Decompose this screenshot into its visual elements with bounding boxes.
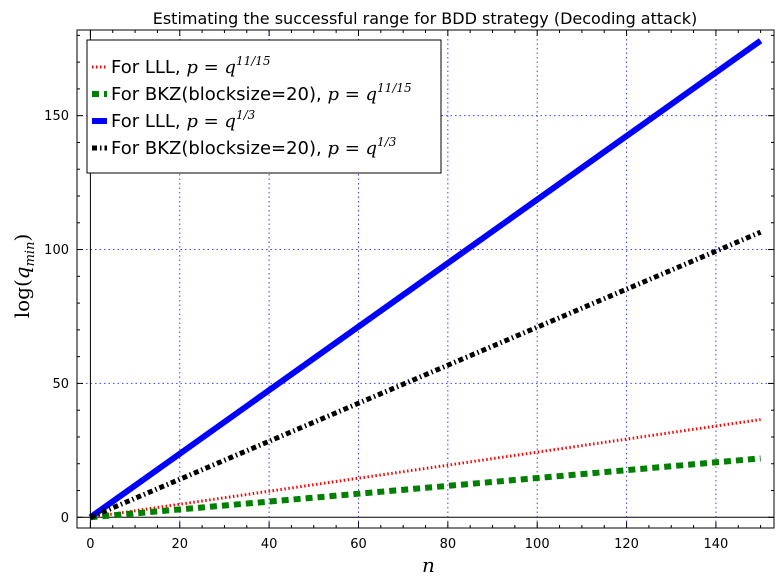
series-line-1 (90, 418, 761, 519)
plot-frame (76, 29, 775, 529)
y-tick-label: 150 (44, 109, 69, 124)
series-line-4 (89, 229, 762, 520)
y-tick-label: 50 (52, 377, 69, 392)
x-axis-label-text: n (422, 553, 435, 577)
series-line-3 (88, 38, 763, 520)
legend-box (86, 39, 442, 174)
legend-label-1: For LLL, p = q11/15 (111, 54, 271, 78)
x-tick-label: 80 (440, 537, 457, 552)
x-tick-label: 140 (704, 537, 729, 552)
x-tick-label: 100 (525, 537, 550, 552)
x-tick-label: 40 (261, 537, 278, 552)
y-tick-label: 100 (44, 243, 69, 258)
x-tick-label: 0 (86, 537, 94, 552)
y-axis-label-text: log(qmin) (10, 234, 38, 319)
axis-ticks: 0 20 40 60 80 100 120 140 0 50 100 150 (44, 30, 774, 552)
series-line-2 (90, 455, 761, 521)
x-axis-label: n (422, 553, 435, 577)
series-lines (88, 38, 763, 521)
legend-label-2: For BKZ(blocksize=20), p = q11/15 (111, 81, 412, 105)
legend-label-4: For BKZ(blocksize=20), p = q1/3 (111, 135, 397, 159)
legend-label-3: For LLL, p = q1/3 (111, 108, 256, 132)
y-axis-label: log(qmin) (10, 234, 38, 319)
y-tick-label: 0 (61, 511, 69, 526)
chart-title: Estimating the successful range for BDD … (153, 9, 698, 28)
x-tick-label: 60 (350, 537, 367, 552)
x-tick-label: 120 (614, 537, 639, 552)
x-tick-label: 20 (171, 537, 188, 552)
legend: For LLL, p = q11/15 For BKZ(blocksize=20)… (86, 39, 442, 174)
